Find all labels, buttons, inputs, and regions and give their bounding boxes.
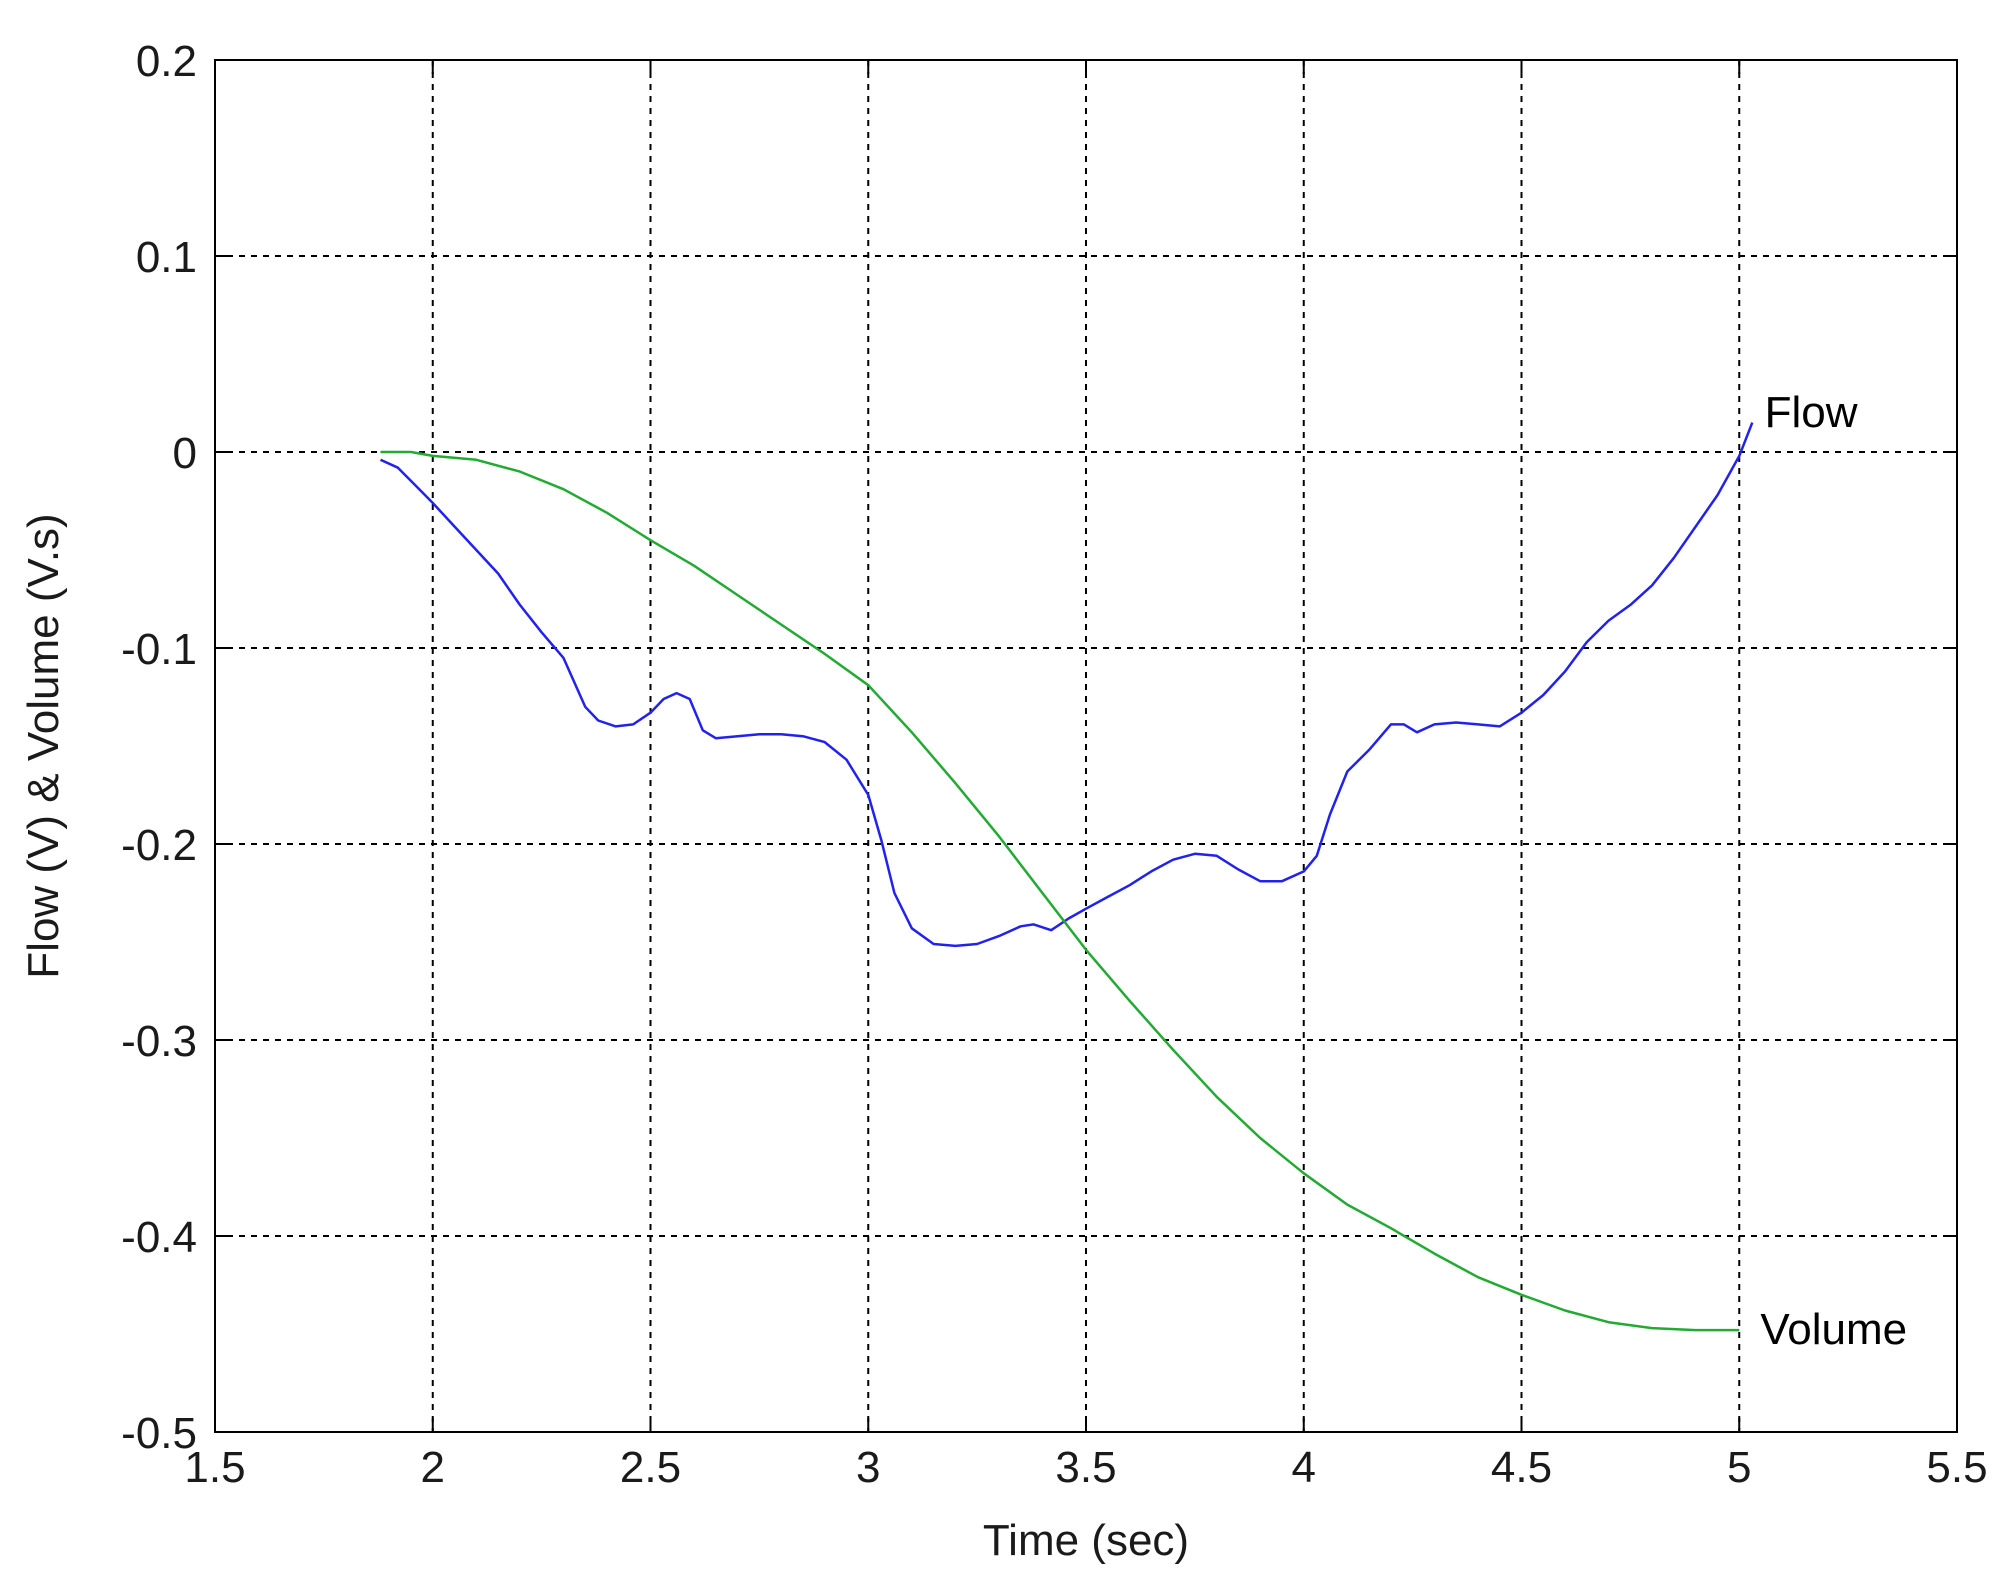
y-tick-label: -0.3 <box>121 1017 197 1066</box>
y-tick-label: -0.1 <box>121 625 197 674</box>
x-tick-label: 4 <box>1292 1443 1316 1492</box>
x-axis-label: Time (sec) <box>983 1516 1189 1565</box>
grid-lines <box>215 60 1957 1432</box>
x-tick-label: 2.5 <box>620 1443 681 1492</box>
series-line-volume <box>380 450 1740 1332</box>
x-tick-label: 5 <box>1727 1443 1751 1492</box>
y-tick-label: -0.2 <box>121 821 197 870</box>
x-tick-label: 1.5 <box>184 1443 245 1492</box>
x-tick-label: 4.5 <box>1491 1443 1552 1492</box>
series-label-flow: Flow <box>1765 388 1858 437</box>
y-tick-label: 0 <box>173 429 197 478</box>
series-annotations: Flow Volume <box>1760 388 1907 1354</box>
x-tick-label: 3.5 <box>1055 1443 1116 1492</box>
series-line-flow <box>379 422 1754 948</box>
y-tick-labels: 0.2 0.1 0 -0.1 -0.2 -0.3 -0.4 -0.5 <box>121 37 197 1458</box>
y-tick-label: -0.4 <box>121 1213 197 1262</box>
y-tick-label: 0.1 <box>136 233 197 282</box>
x-tick-label: 5.5 <box>1926 1443 1987 1492</box>
series-label-volume: Volume <box>1760 1305 1907 1354</box>
y-axis-label: Flow (V) & Volume (V.s) <box>19 513 68 978</box>
y-tick-label: -0.5 <box>121 1409 197 1458</box>
axis-ticks <box>214 59 1958 1433</box>
x-tick-label: 2 <box>421 1443 445 1492</box>
series-lines <box>379 422 1754 1332</box>
x-tick-labels: 1.5 2 2.5 3 3.5 4 4.5 5 5.5 <box>184 1443 1987 1492</box>
y-tick-label: 0.2 <box>136 37 197 86</box>
x-tick-label: 3 <box>856 1443 880 1492</box>
